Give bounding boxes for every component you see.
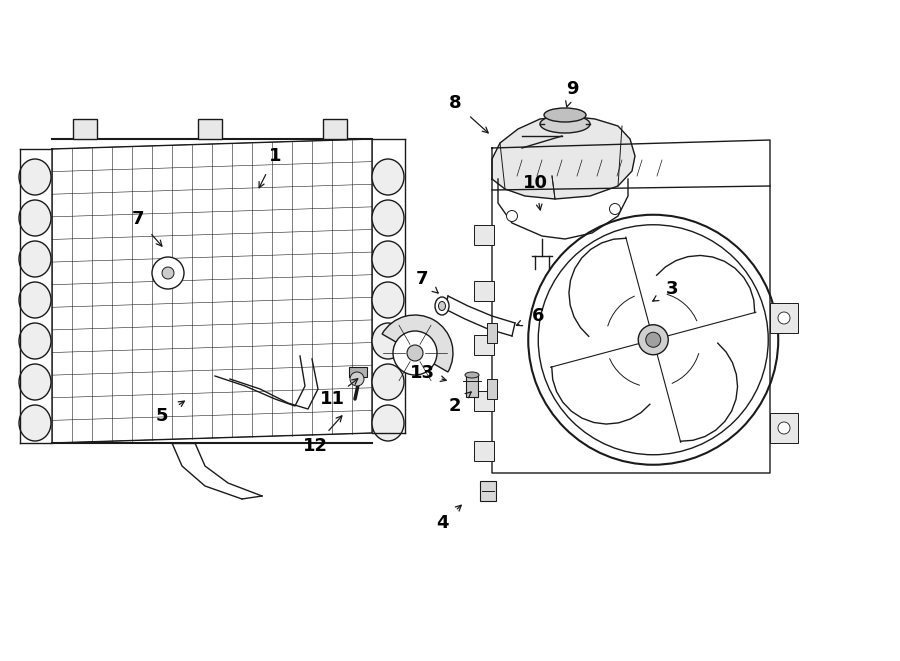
Text: 2: 2 [449, 397, 461, 415]
Circle shape [609, 204, 620, 215]
Bar [487, 323, 497, 343]
Circle shape [407, 345, 423, 361]
Ellipse shape [19, 405, 51, 441]
Text: 12: 12 [302, 437, 328, 455]
Ellipse shape [372, 405, 404, 441]
Ellipse shape [372, 159, 404, 195]
Text: 11: 11 [320, 390, 345, 408]
Text: 4: 4 [436, 514, 448, 532]
Ellipse shape [465, 372, 479, 378]
Bar [474, 441, 494, 461]
Polygon shape [52, 139, 372, 443]
Text: 7: 7 [131, 210, 144, 228]
Ellipse shape [435, 297, 449, 315]
Text: 9: 9 [566, 80, 578, 98]
Ellipse shape [19, 159, 51, 195]
Bar [474, 225, 494, 245]
Circle shape [393, 331, 437, 375]
Ellipse shape [372, 241, 404, 277]
Text: 1: 1 [269, 147, 281, 165]
Circle shape [152, 257, 184, 289]
Circle shape [350, 372, 364, 386]
Bar [349, 367, 367, 377]
Ellipse shape [540, 115, 590, 133]
Bar [466, 375, 478, 397]
Circle shape [638, 325, 668, 355]
Ellipse shape [19, 200, 51, 236]
Bar [73, 119, 97, 139]
Bar [474, 391, 494, 411]
Bar [487, 379, 497, 399]
Text: 5: 5 [156, 407, 168, 425]
Bar [323, 119, 347, 139]
Circle shape [645, 332, 661, 347]
Ellipse shape [372, 282, 404, 318]
Text: 10: 10 [523, 174, 547, 192]
Circle shape [507, 210, 517, 221]
Bar [480, 481, 496, 501]
Circle shape [538, 225, 769, 455]
Bar [770, 303, 798, 333]
Circle shape [778, 312, 790, 324]
Bar [474, 335, 494, 355]
Bar [198, 119, 222, 139]
Polygon shape [492, 116, 635, 199]
Ellipse shape [372, 200, 404, 236]
Ellipse shape [372, 364, 404, 400]
Polygon shape [492, 140, 770, 473]
Bar [474, 281, 494, 301]
Ellipse shape [19, 282, 51, 318]
Ellipse shape [544, 108, 586, 122]
Circle shape [778, 422, 790, 434]
Text: 7: 7 [416, 270, 428, 288]
Text: 13: 13 [410, 364, 435, 382]
Wedge shape [382, 315, 453, 372]
Circle shape [528, 215, 778, 465]
Bar [770, 413, 798, 443]
Ellipse shape [372, 323, 404, 359]
Text: 3: 3 [666, 280, 679, 298]
Text: 6: 6 [532, 307, 544, 325]
Ellipse shape [19, 241, 51, 277]
Text: 8: 8 [449, 94, 462, 112]
Ellipse shape [19, 323, 51, 359]
Circle shape [162, 267, 174, 279]
Ellipse shape [438, 301, 446, 311]
Ellipse shape [19, 364, 51, 400]
